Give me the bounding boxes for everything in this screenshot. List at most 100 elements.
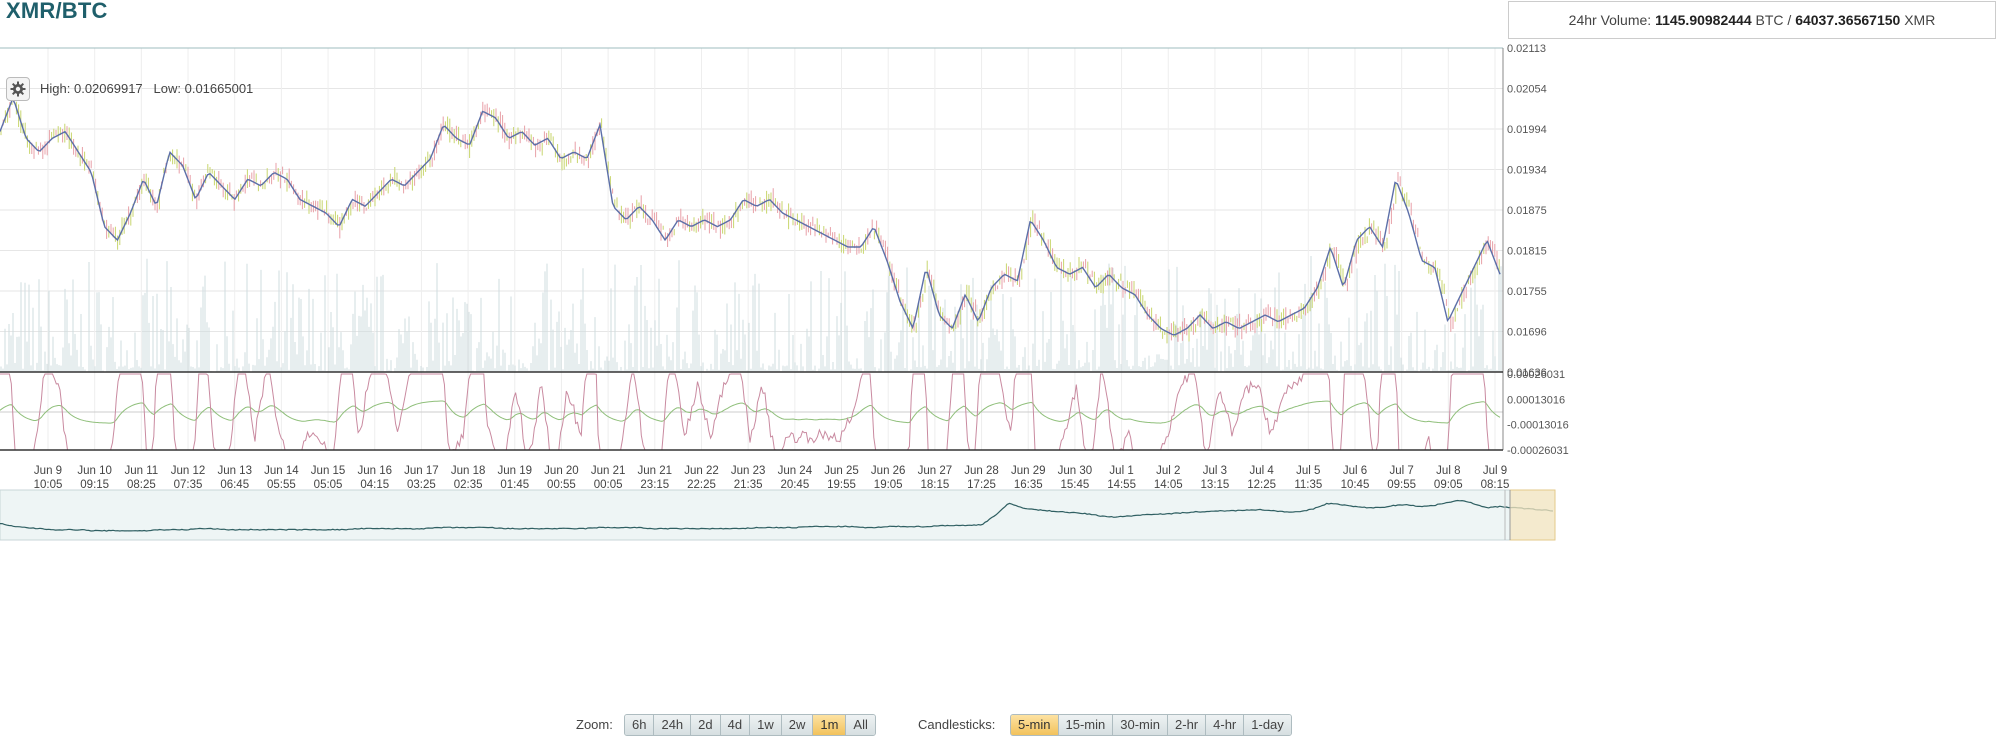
price-chart[interactable]: 0.02113 0.02054 0.01994 0.01934 0.01875 0.018… [0,0,1997,700]
zoom-1m-button[interactable]: 1m [813,715,847,735]
time-tick-time: 01:45 [500,479,529,491]
time-tick-day: Jun 22 [684,465,719,477]
time-tick-day: Jul 6 [1343,465,1367,477]
price-tick-label: 0.01696 [1507,327,1547,339]
time-tick-time: 08:25 [127,479,156,491]
navigator[interactable] [0,489,1556,541]
time-tick-time: 15:45 [1061,479,1090,491]
volume-xmr-value: 64037.36567150 [1795,12,1901,28]
price-tick-label: 0.02113 [1507,43,1546,55]
time-tick-time: 16:35 [1014,479,1043,491]
time-tick-day: Jul 7 [1389,465,1413,477]
time-tick-day: Jun 27 [918,465,953,477]
chart-controls: Zoom: 6h 24h 2d 4d 1w 2w 1m All Candlesticks: 5… [0,714,1997,736]
candlestick-buttons: 5-min 15-min 30-min 2-hr 4-hr 1-day [1010,714,1292,736]
time-tick-day: Jun 24 [778,465,813,477]
time-tick-day: Jun 21 [591,465,626,477]
time-tick-time: 19:55 [827,479,856,491]
price-tick-label: 0.02054 [1507,84,1547,96]
time-tick-time: 09:55 [1387,479,1416,491]
zoom-2w-button[interactable]: 2w [781,715,814,735]
macd-tick-label: -0.00026031 [1507,445,1569,457]
time-tick-day: Jun 20 [544,465,579,477]
candle-2hr-button[interactable]: 2-hr [1168,715,1207,735]
time-tick-day: Jun 28 [964,465,999,477]
time-tick-time: 23:15 [640,479,669,491]
time-tick-day: Jul 1 [1109,465,1133,477]
time-tick-day: Jun 12 [171,465,206,477]
time-tick-day: Jun 23 [731,465,766,477]
pair-title: XMR/BTC [6,0,108,23]
price-tick-label: 0.01934 [1507,165,1547,177]
zoom-6h-button[interactable]: 6h [625,715,655,735]
time-tick-day: Jun 17 [404,465,439,477]
macd-tick-label: -0.00013016 [1507,420,1569,432]
zoom-all-button[interactable]: All [846,715,875,735]
volume-bars [0,256,1502,372]
time-tick-day: Jul 2 [1156,465,1180,477]
time-tick-day: Jun 16 [357,465,392,477]
zoom-label: Zoom: [576,717,613,732]
candlesticks [0,93,1500,344]
time-tick-time: 03:25 [407,479,436,491]
price-tick-label: 0.01815 [1507,246,1547,258]
time-tick-day: Jun 15 [311,465,346,477]
time-tick-day: Jul 4 [1249,465,1274,477]
zoom-24h-button[interactable]: 24h [654,715,692,735]
settings-gear-button[interactable] [6,77,30,101]
high-value: 0.02069917 [73,81,143,96]
time-tick-time: 09:05 [1434,479,1463,491]
macd-indicator [0,373,1503,451]
candlesticks-label: Candlesticks: [918,717,996,732]
time-tick-day: Jul 3 [1203,465,1227,477]
time-tick-time: 05:55 [267,479,296,491]
time-tick-day: Jun 19 [498,465,533,477]
time-tick-time: 02:35 [454,479,483,491]
time-tick-time: 07:35 [174,479,203,491]
time-axis-labels: Jun 9 10:05 Jun 10 09:15 Jun 11 08:25 Jun 12 07… [34,465,1510,491]
time-tick-time: 19:05 [874,479,903,491]
volume-label: 24hr Volume: [1568,12,1652,28]
time-tick-time: 00:55 [547,479,576,491]
time-tick-time: 12:25 [1247,479,1276,491]
zoom-buttons: 6h 24h 2d 4d 1w 2w 1m All [624,714,876,736]
time-tick-day: Jun 21 [638,465,673,477]
zoom-1w-button[interactable]: 1w [750,715,782,735]
time-tick-time: 11:35 [1294,479,1322,491]
candle-15min-button[interactable]: 15-min [1058,715,1114,735]
zoom-2d-button[interactable]: 2d [691,715,721,735]
volume-xmr-unit: XMR [1904,12,1936,28]
navigator-series [0,499,1554,532]
volume-btc-value: 1145.90982444 [1655,12,1752,28]
candle-4hr-button[interactable]: 4-hr [1206,715,1245,735]
time-tick-day: Jun 18 [451,465,486,477]
time-tick-day: Jun 25 [824,465,859,477]
candle-5min-button[interactable]: 5-min [1011,715,1059,735]
gear-icon [10,81,26,97]
time-tick-day: Jul 8 [1436,465,1460,477]
time-tick-day: Jun 26 [871,465,906,477]
candle-1day-button[interactable]: 1-day [1244,715,1291,735]
candle-30min-button[interactable]: 30-min [1113,715,1169,735]
time-tick-time: 08:15 [1481,479,1510,491]
macd-tick-label: 0.00026031 [1507,369,1565,381]
macd-tick-label: 0.00013016 [1507,394,1565,406]
time-tick-day: Jun 10 [77,465,112,477]
axes [0,47,1504,451]
time-tick-time: 05:05 [314,479,343,491]
time-tick-day: Jun 14 [264,465,299,477]
time-tick-time: 06:45 [220,479,249,491]
time-tick-day: Jun 13 [217,465,252,477]
zoom-4d-button[interactable]: 4d [720,715,751,735]
time-tick-day: Jun 29 [1011,465,1046,477]
time-tick-time: 10:45 [1341,479,1370,491]
time-tick-time: 18:15 [920,479,949,491]
price-tick-label: 0.01875 [1507,205,1547,217]
time-tick-time: 14:05 [1154,479,1183,491]
price-tick-label: 0.01636 [1507,367,1547,379]
price-tick-label: 0.01755 [1507,286,1547,298]
time-tick-day: Jul 9 [1483,465,1507,477]
time-tick-time: 14:55 [1107,479,1136,491]
time-tick-time: 04:15 [360,479,389,491]
time-tick-time: 10:05 [34,479,63,491]
